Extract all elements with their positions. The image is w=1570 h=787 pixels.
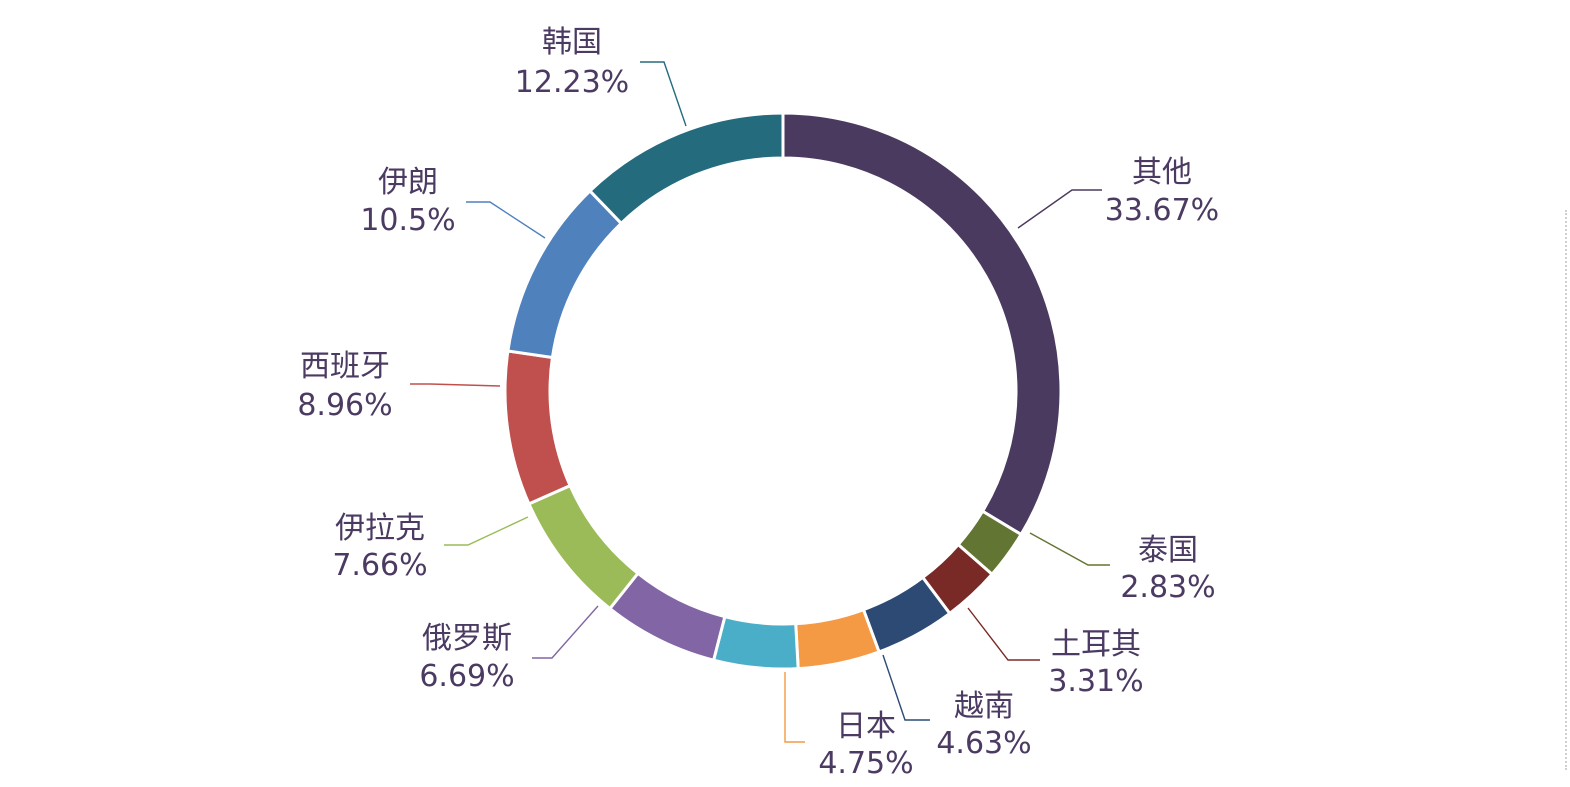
leader-lines [410,61,1110,743]
slice-label-伊拉克: 伊拉克 [335,511,425,546]
leader-line-西班牙 [410,383,501,387]
donut-slice-西班牙 [503,349,573,506]
donut-slice-韩国 [587,111,785,226]
slice-value-伊朗: 10.5% [360,203,455,238]
leader-line-土耳其 [967,607,1040,661]
donut-slice-伊朗 [506,188,624,360]
slice-value-土耳其: 3.31% [1048,664,1143,699]
leader-line-泰国 [1029,532,1110,566]
slice-value-日本: 4.75% [818,746,913,781]
slice-label-西班牙: 西班牙 [300,349,390,384]
leader-line-伊朗 [466,201,546,239]
leader-line-俄罗斯 [532,605,599,659]
slice-label-韩国: 韩国 [542,25,602,60]
slice-value-西班牙: 8.96% [297,388,392,423]
slice-label-日本: 日本 [836,709,896,744]
donut-slice-其他 [781,111,1063,537]
donut-slices [503,111,1063,671]
slice-label-伊朗: 伊朗 [378,165,438,200]
leader-line-其他 [1017,189,1102,229]
leader-line-伊拉克 [444,516,529,546]
donut-slice-伊拉克 [526,483,641,611]
leader-line-韩国 [640,61,687,127]
slice-label-土耳其: 土耳其 [1051,627,1141,662]
donut-slice-unlabeled [711,614,800,671]
slice-label-越南: 越南 [954,689,1014,724]
slice-value-其他: 33.67% [1105,193,1219,228]
slice-value-泰国: 2.83% [1120,570,1215,605]
slice-value-越南: 4.63% [936,726,1031,761]
donut-slice-日本 [794,607,881,671]
leader-line-越南 [882,654,930,721]
slice-label-其他: 其他 [1132,155,1192,190]
leader-line-日本 [784,672,805,743]
slice-label-俄罗斯: 俄罗斯 [422,621,512,656]
frame-edge [1565,210,1567,770]
slice-value-伊拉克: 7.66% [332,548,427,583]
slice-value-俄罗斯: 6.69% [419,659,514,694]
slice-value-韩国: 12.23% [515,65,629,100]
slice-label-泰国: 泰国 [1138,533,1198,568]
